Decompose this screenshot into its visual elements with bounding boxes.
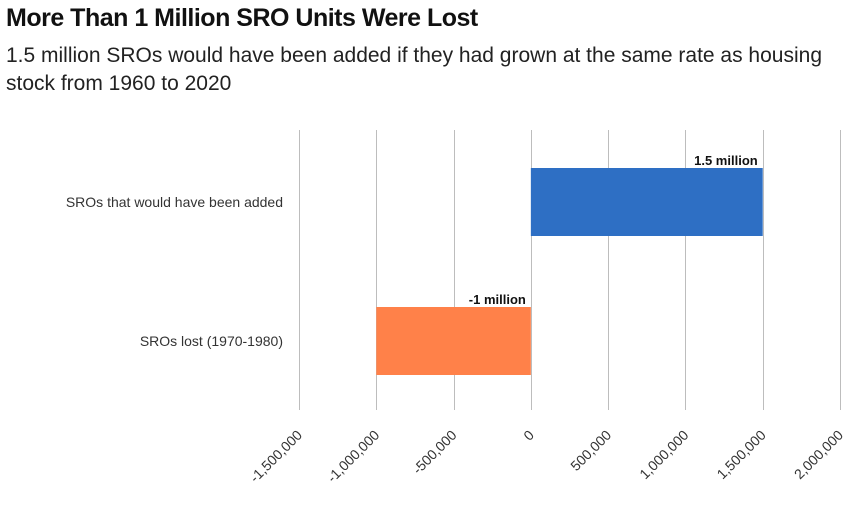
data-label: 1.5 million — [694, 153, 758, 168]
bars — [376, 168, 763, 375]
gridlines — [299, 130, 841, 410]
x-tick-label: 0 — [520, 427, 537, 444]
x-tick-label: -500,000 — [409, 427, 460, 478]
chart-subtitle: 1.5 million SROs would have been added i… — [6, 44, 822, 95]
x-tick-label: -1,000,000 — [324, 427, 383, 486]
category-label: SROs that would have been added — [66, 194, 283, 210]
x-tick-label: 500,000 — [567, 427, 614, 474]
bar — [376, 307, 531, 375]
data-label: -1 million — [469, 292, 526, 307]
category-label: SROs lost (1970-1980) — [140, 333, 283, 349]
chart-title: More Than 1 Million SRO Units Were Lost — [6, 4, 478, 32]
bar — [530, 168, 763, 236]
x-tick-label: 1,000,000 — [636, 427, 692, 483]
x-tick-label: 1,500,000 — [713, 427, 769, 483]
x-tick-label: -1,500,000 — [246, 427, 305, 486]
x-tick-label: 2,000,000 — [791, 427, 847, 483]
